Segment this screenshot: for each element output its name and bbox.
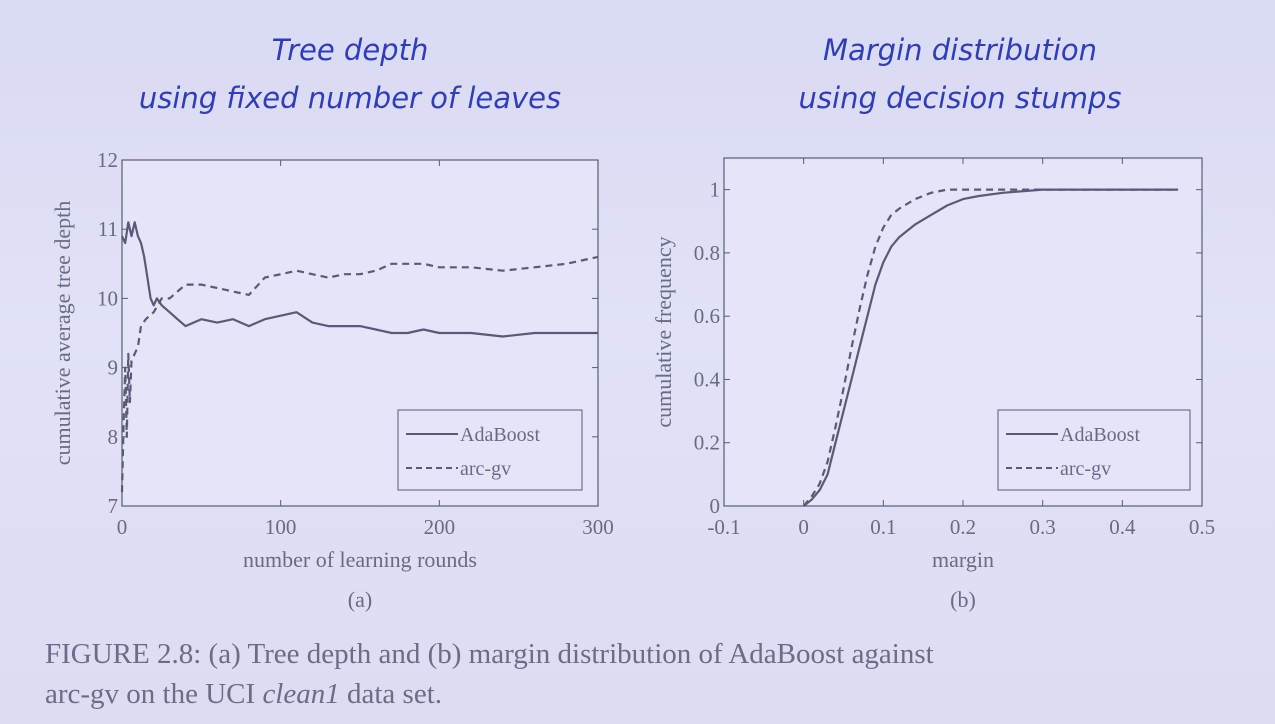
y-tick-label: 0.8 [694,241,720,265]
subfigure-label: (b) [950,587,976,612]
y-tick-label: 0.2 [694,431,720,455]
x-axis-label: margin [932,547,994,572]
y-tick-label: 7 [108,494,119,518]
chart-a: 0 100 200 300 7 8 9 10 11 12 number of learning ro… [50,148,614,612]
legend-box [397,409,583,491]
x-tick-label: 200 [424,515,456,539]
x-tick-label: 0 [798,515,809,539]
caption-dataset-name: clean1 [262,678,340,710]
x-tick-label: 100 [265,515,297,539]
x-tick-label: 0.1 [870,515,896,539]
caption-line2-end: data set. [339,678,443,710]
x-axis-label: number of learning rounds [243,547,477,572]
y-tick-label: 9 [108,356,119,380]
x-tick-label: 0 [117,515,128,539]
caption-line1: FIGURE 2.8: (a) Tree depth and (b) margi… [45,638,934,670]
left-chart-heading: Tree depth using fixed number of leaves [95,26,605,122]
figure-caption: FIGURE 2.8: (a) Tree depth and (b) margi… [45,634,1265,714]
y-tick-label: 0 [710,494,721,518]
left-heading-line2: using fixed number of leaves [138,81,562,115]
x-tick-label: -0.1 [707,515,740,539]
legend-label: AdaBoost [460,424,540,446]
x-tick-label: 0.2 [950,515,976,539]
y-tick-label: 8 [108,425,119,449]
x-tick-label: 300 [582,515,614,539]
y-tick-label: 1 [710,178,721,202]
right-heading-line2: using decision stumps [798,81,1122,115]
legend-label: AdaBoost [1060,424,1140,446]
subfigure-label: (a) [348,587,372,612]
chart-b: -0.1 0 0.1 0.2 0.3 0.4 0.500.20.40.60.81margin… [651,157,1215,612]
y-tick-label: 0.6 [694,304,720,328]
x-tick-label: 0.5 [1189,515,1215,539]
y-axis-label: cumulative average tree depth [50,201,75,465]
caption-line2-start: arc-gv on the UCI [45,678,263,710]
y-tick-label: 11 [98,217,118,241]
x-tick-label: 0.3 [1030,515,1056,539]
y-tick-label: 12 [97,148,118,172]
legend-label: arc-gv [1060,458,1111,480]
y-axis-label: cumulative frequency [651,236,676,427]
series-line-adaboost [121,221,598,338]
right-heading-line1: Margin distribution [822,33,1098,67]
right-chart-heading: Margin distribution using decision stump… [720,26,1200,122]
legend-box [997,409,1191,491]
y-tick-label: 10 [97,286,118,310]
series-line-arc-gv [802,188,1179,507]
x-tick-label: 0.4 [1109,515,1136,539]
left-heading-line1: Tree depth [271,33,429,67]
legend-label: arc-gv [460,458,511,480]
series-line-arc-gv [120,255,599,493]
y-tick-label: 0.4 [694,367,721,391]
